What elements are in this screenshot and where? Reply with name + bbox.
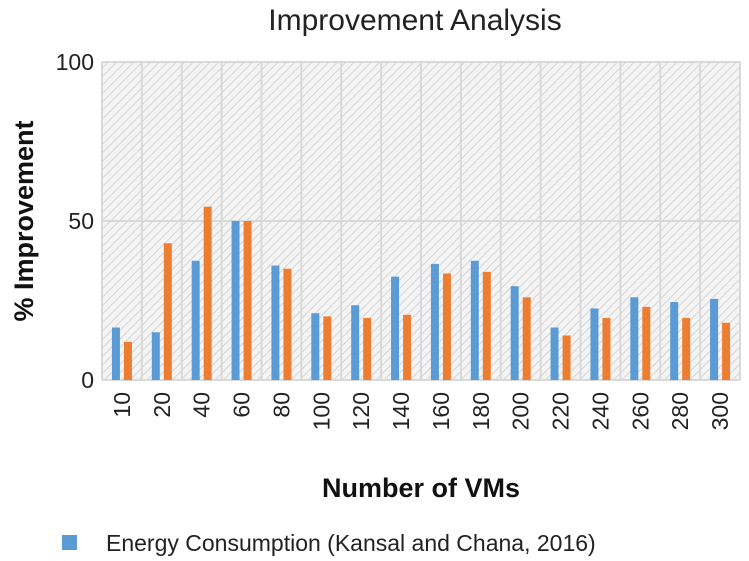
bar-series-0-120 [351,305,360,380]
bar-series-1-260 [642,306,651,380]
bar-series-0-20 [151,332,160,380]
bar-series-0-100 [311,313,320,380]
x-tick-label: 10 [109,392,135,418]
x-tick-label: 160 [428,392,454,430]
x-tick-label: 240 [587,392,613,430]
x-tick-label: 280 [667,392,693,430]
x-tick-label: 60 [229,392,255,418]
bar-series-0-180 [470,260,479,380]
bar-series-1-220 [562,335,571,380]
bar-series-0-240 [590,308,599,380]
bar-series-0-80 [271,265,280,380]
bar-series-0-200 [510,286,519,380]
x-axis-title: Number of VMs [322,473,520,503]
bar-series-1-300 [722,322,731,380]
bar-series-1-40 [203,206,212,380]
bar-series-1-80 [283,268,292,380]
x-tick-label: 100 [308,392,334,430]
bar-series-0-220 [550,327,559,380]
bar-series-1-200 [522,297,531,380]
x-tick-label: 300 [707,392,733,430]
y-tick-label: 0 [81,367,94,393]
chart-title: Improvement Analysis [268,4,561,37]
bar-series-1-160 [442,273,451,380]
y-tick-label: 100 [56,49,94,75]
bar-series-1-140 [403,314,412,380]
x-tick-label: 80 [268,392,294,418]
x-tick-label: 40 [189,392,215,418]
bars [111,206,731,380]
x-tick-label: 220 [548,392,574,430]
bar-series-0-60 [231,221,240,380]
bar-series-0-140 [391,276,400,380]
bar-series-0-280 [670,302,679,380]
x-tick-label: 20 [149,392,175,418]
bar-series-1-180 [482,271,491,380]
x-tick-label: 200 [508,392,534,430]
bar-series-0-40 [191,260,200,380]
legend-label-energy-consumption: Energy Consumption (Kansal and Chana, 20… [106,530,596,556]
x-tick-label: 260 [627,392,653,430]
bar-series-1-60 [243,221,252,380]
legend-swatch-energy-consumption [62,535,77,550]
y-axis-title: % Improvement [9,120,39,321]
y-tick-label: 50 [68,208,94,234]
bar-series-1-20 [163,243,172,380]
bar-series-1-120 [363,317,372,380]
bar-series-0-260 [630,297,639,380]
x-tick-label: 180 [468,392,494,430]
grid [101,61,741,381]
bar-series-1-100 [323,316,332,380]
y-ticks: 0 50 100 [56,49,94,393]
bar-series-1-10 [123,341,132,380]
x-tick-label: 140 [388,392,414,430]
bar-series-1-280 [682,317,691,380]
bar-series-0-300 [710,298,719,380]
bar-series-0-160 [430,263,439,380]
bar-series-0-10 [111,327,120,380]
x-ticks: 10 20 40 60 80 100 120 140 160 180 200 220 240 260 280… [109,392,733,430]
x-tick-label: 120 [348,392,374,430]
bar-series-1-240 [602,317,611,380]
